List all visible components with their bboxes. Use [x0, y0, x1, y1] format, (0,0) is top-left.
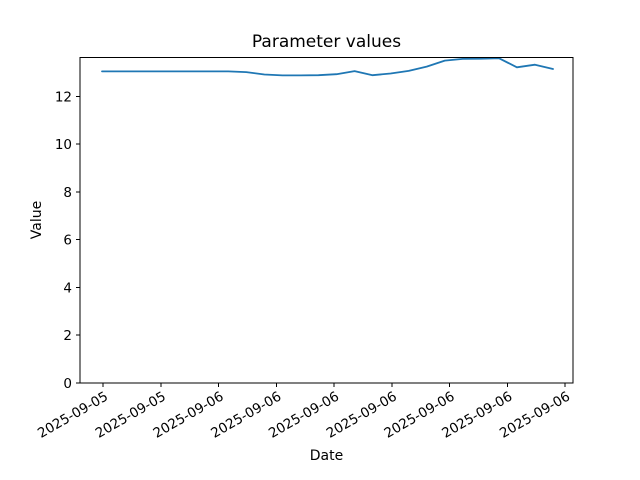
chart-title: Parameter values — [251, 32, 402, 52]
y-tick-label: 4 — [63, 280, 72, 296]
y-tick-label: 6 — [63, 233, 72, 249]
y-tick-label: 2 — [63, 328, 72, 344]
y-tick-label: 10 — [55, 137, 72, 153]
y-tick-label: 12 — [55, 89, 72, 105]
axes-frame — [79, 57, 574, 384]
y-tick-label: 0 — [63, 376, 72, 392]
y-tick-label: 8 — [63, 185, 72, 201]
x-axis-label: Date — [309, 448, 344, 464]
data-line-parameter — [101, 57, 554, 77]
y-axis-label: Value — [29, 200, 45, 240]
